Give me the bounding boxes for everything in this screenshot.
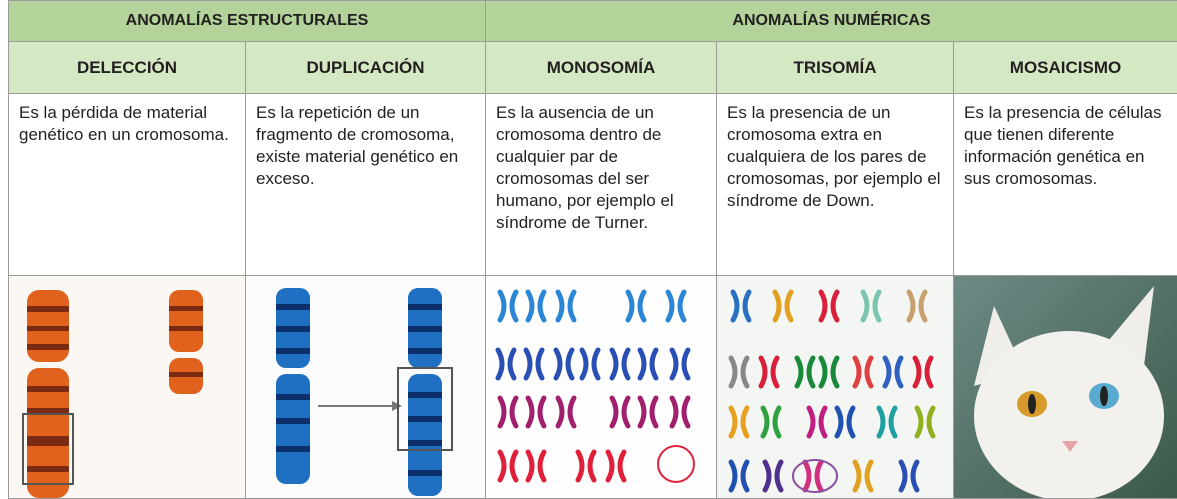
illustration-shape — [169, 290, 203, 352]
group-header-row: ANOMALÍAS ESTRUCTURALES ANOMALÍAS NUMÉRI… — [9, 1, 1177, 42]
group-header: ANOMALÍAS ESTRUCTURALES — [9, 1, 486, 42]
illustration-shape — [276, 374, 310, 484]
illustration-shape — [27, 326, 69, 331]
description: Es la ausencia de un cromosoma dentro de… — [486, 94, 717, 276]
column-header: DUPLICACIÓN — [246, 42, 486, 94]
image-cell — [246, 276, 486, 499]
illustration-shape — [169, 326, 203, 331]
illustration-shape — [276, 418, 310, 424]
illustration-shape — [276, 446, 310, 452]
deletion-illustration — [9, 276, 245, 498]
column-header: MOSAICISMO — [954, 42, 1177, 94]
column-header-row: DELECCIÓN DUPLICACIÓN MONOSOMÍA TRISOMÍA… — [9, 42, 1177, 94]
illustration-shape — [27, 344, 69, 350]
illustration-shape — [408, 304, 442, 310]
illustration-shape — [408, 440, 442, 446]
image-cell — [486, 276, 717, 499]
illustration-shape — [27, 386, 69, 392]
illustration-shape — [1100, 386, 1108, 406]
illustration-shape — [276, 394, 310, 400]
description: Es la repetición de un fragmento de crom… — [246, 94, 486, 276]
description: Es la pérdida de material genético en un… — [9, 94, 246, 276]
column-header: DELECCIÓN — [9, 42, 246, 94]
description: Es la presencia de un cromosoma extra en… — [717, 94, 954, 276]
illustration-shape — [276, 304, 310, 310]
illustration-shape — [408, 470, 442, 476]
description: Es la presencia de células que tienen di… — [954, 94, 1177, 276]
illustration-shape — [408, 416, 442, 422]
illustration-shape — [276, 326, 310, 332]
description-row: Es la pérdida de material genético en un… — [9, 94, 1177, 276]
image-cell — [717, 276, 954, 499]
illustration-shape — [169, 306, 203, 311]
illustration-shape — [408, 392, 442, 398]
illustration-shape — [408, 348, 442, 354]
trisomy-karyotype — [717, 276, 953, 498]
illustration-shape — [169, 372, 203, 377]
anomalies-table: ANOMALÍAS ESTRUCTURALES ANOMALÍAS NUMÉRI… — [8, 0, 1177, 499]
monosomy-karyotype — [486, 276, 716, 498]
illustration-shape — [276, 348, 310, 354]
illustration-shape — [1028, 394, 1036, 414]
duplication-illustration — [246, 276, 485, 498]
illustration-shape — [974, 331, 1164, 498]
column-header: MONOSOMÍA — [486, 42, 717, 94]
image-row — [9, 276, 1177, 499]
mosaic-cat-photo — [954, 276, 1177, 498]
illustration-shape — [27, 408, 69, 413]
illustration-shape — [27, 436, 69, 446]
image-cell — [9, 276, 246, 499]
illustration-shape — [27, 306, 69, 312]
illustration-shape — [27, 466, 69, 472]
column-header: TRISOMÍA — [717, 42, 954, 94]
illustration-shape — [408, 326, 442, 332]
group-header: ANOMALÍAS NUMÉRICAS — [486, 1, 1177, 42]
image-cell — [954, 276, 1177, 499]
